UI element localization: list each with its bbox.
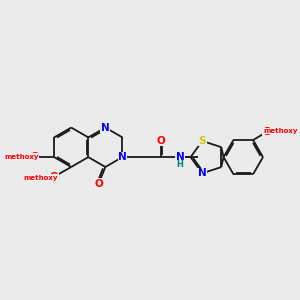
Text: O: O <box>30 152 39 162</box>
Text: O: O <box>156 136 165 146</box>
Text: N: N <box>118 152 127 162</box>
Text: N: N <box>101 123 110 133</box>
Text: methoxy: methoxy <box>4 154 39 160</box>
Text: N: N <box>176 152 184 162</box>
Text: methoxy: methoxy <box>24 175 58 181</box>
Text: O: O <box>94 179 103 189</box>
Text: O: O <box>50 172 58 182</box>
Text: S: S <box>199 136 206 146</box>
Text: H: H <box>176 160 183 169</box>
Text: N: N <box>198 168 207 178</box>
Text: methoxy: methoxy <box>263 128 298 134</box>
Text: O: O <box>262 127 271 137</box>
